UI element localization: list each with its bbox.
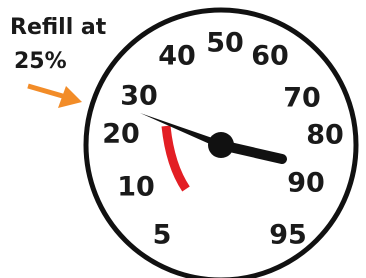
annotation-line: 25% xyxy=(14,49,67,74)
dial-label: 5 xyxy=(153,220,172,251)
dial-label: 30 xyxy=(120,81,158,112)
dial-label: 50 xyxy=(206,28,244,59)
dial-label: 70 xyxy=(283,83,321,114)
arrow-shaft xyxy=(28,86,66,97)
annotation-line: Refill at xyxy=(10,15,107,40)
gauge-diagram: 5 10 20 30 40 50 60 70 80 90 95 Refill a… xyxy=(0,0,366,278)
dial-label: 95 xyxy=(269,220,307,251)
dial-label: 20 xyxy=(102,119,140,150)
needle-hub xyxy=(208,132,234,158)
dial-label: 90 xyxy=(287,168,325,199)
dial-label: 80 xyxy=(306,120,344,151)
page: 5 10 20 30 40 50 60 70 80 90 95 Refill a… xyxy=(0,0,366,278)
dial-label: 10 xyxy=(117,172,155,203)
dial-label: 40 xyxy=(158,41,196,72)
annotation-arrow xyxy=(28,86,82,108)
dial-label: 60 xyxy=(251,41,289,72)
